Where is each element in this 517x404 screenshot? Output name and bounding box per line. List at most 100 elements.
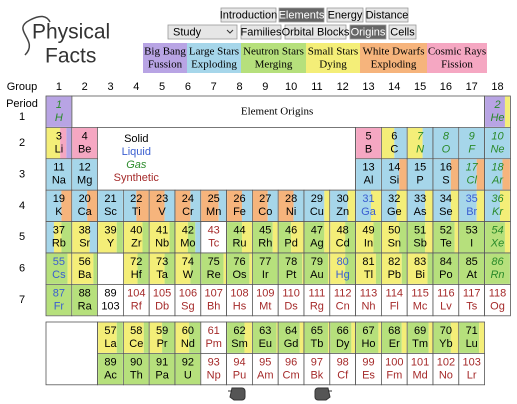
origin-share	[330, 322, 352, 353]
group-number: 7	[211, 81, 217, 93]
element-cell[interactable]	[380, 283, 408, 317]
element-cell[interactable]	[123, 283, 150, 317]
element-cell[interactable]	[329, 352, 356, 386]
origin-share	[330, 253, 346, 284]
origin-share	[164, 253, 175, 284]
element-symbol: Al	[364, 175, 374, 187]
origin-share	[356, 127, 381, 159]
state-key: Gas	[126, 159, 147, 171]
sub-button[interactable]	[349, 24, 387, 40]
element-cell[interactable]	[380, 352, 408, 386]
nav-button[interactable]	[278, 7, 325, 23]
sub-label[interactable]: Orbital Blocks	[282, 26, 350, 38]
select-label[interactable]: Study	[173, 26, 202, 38]
element-cell[interactable]	[432, 352, 460, 386]
element-cell[interactable]	[355, 352, 382, 386]
element-cell[interactable]	[458, 283, 485, 317]
element-cell[interactable]	[251, 352, 279, 386]
origin-share	[46, 127, 61, 159]
element-number: 82	[388, 256, 400, 268]
hand-right[interactable]	[314, 387, 332, 401]
element-symbol: Mn	[206, 206, 221, 218]
element-cell[interactable]	[406, 352, 434, 386]
nav-button[interactable]	[365, 7, 409, 23]
group-number: 10	[285, 81, 297, 93]
origin-share	[504, 96, 510, 127]
element-cell[interactable]	[226, 283, 253, 317]
element-symbol: Ca	[78, 206, 93, 218]
element-symbol: B	[365, 143, 372, 155]
select-box[interactable]	[167, 24, 238, 40]
element-cell[interactable]	[148, 283, 176, 317]
element-cell[interactable]	[200, 283, 228, 317]
element-symbol: Sb	[413, 238, 426, 250]
element-cell[interactable]	[432, 283, 460, 317]
origin-share	[46, 222, 54, 253]
period-number: 1	[19, 111, 25, 123]
nav-button[interactable]	[220, 7, 277, 23]
element-number: 20	[79, 193, 91, 205]
element-number: 8	[443, 130, 450, 142]
element-number: 57	[104, 325, 116, 337]
element-number: 53	[466, 225, 478, 237]
element-number: 38	[79, 225, 91, 237]
element-number: 30	[337, 193, 349, 205]
origin-share	[187, 222, 196, 253]
element-symbol: Es	[362, 369, 375, 381]
nav-label[interactable]: Introduction	[220, 9, 277, 21]
element-number: 13	[362, 162, 374, 174]
element-symbol: Ar	[491, 175, 504, 187]
origin-label: Exploding	[371, 59, 417, 71]
origin-share	[149, 322, 163, 353]
sub-button[interactable]	[284, 24, 347, 40]
element-cell[interactable]	[303, 352, 331, 386]
element-symbol: Rb	[52, 238, 66, 250]
origin-share	[396, 190, 407, 222]
element-cell[interactable]	[406, 283, 434, 317]
group-number: 12	[337, 81, 349, 93]
origin-share	[241, 190, 252, 222]
element-symbol: La	[104, 338, 117, 350]
origin-share	[450, 322, 459, 353]
sub-button[interactable]	[388, 24, 417, 40]
origin-share	[149, 190, 165, 222]
origin-share	[351, 322, 356, 353]
sub-label[interactable]: Cells	[390, 26, 415, 38]
element-cell[interactable]	[226, 352, 253, 386]
element-number: 33	[414, 193, 426, 205]
sub-label[interactable]: Origins	[351, 26, 386, 38]
sub-button[interactable]	[240, 24, 282, 40]
nav-button[interactable]	[326, 7, 364, 23]
origin-share	[72, 127, 98, 159]
origin-share	[459, 253, 485, 284]
hand-left[interactable]	[228, 387, 246, 401]
element-number: 58	[130, 325, 142, 337]
element-cell[interactable]	[484, 283, 511, 317]
nav-label[interactable]: Distance	[366, 9, 409, 21]
element-symbol: K	[55, 206, 63, 218]
element-number: 7	[417, 130, 424, 142]
origin-share	[476, 159, 485, 190]
select-arrow	[226, 29, 234, 34]
element-number: 112	[334, 287, 352, 299]
origin-share	[267, 190, 278, 222]
origin-share	[407, 190, 426, 222]
state-key: Liquid	[122, 146, 151, 158]
sub-label[interactable]: Families	[241, 26, 282, 38]
element-cell[interactable]	[355, 283, 382, 317]
element-symbol: Bi	[415, 269, 425, 281]
nav-label[interactable]: Energy	[328, 9, 363, 21]
origin-share	[450, 159, 459, 190]
origin-share	[345, 253, 356, 284]
element-symbol: Te	[440, 238, 452, 250]
element-cell[interactable]	[277, 283, 305, 317]
nav-label[interactable]: Elements	[279, 9, 325, 21]
origin-share	[46, 284, 72, 316]
element-number: 54	[491, 225, 503, 237]
element-cell[interactable]	[458, 352, 485, 386]
element-number: 15	[414, 162, 426, 174]
element-number: 3	[56, 130, 62, 142]
origin-share	[433, 127, 459, 159]
element-number: 14	[388, 162, 400, 174]
element-cell[interactable]	[174, 283, 202, 317]
